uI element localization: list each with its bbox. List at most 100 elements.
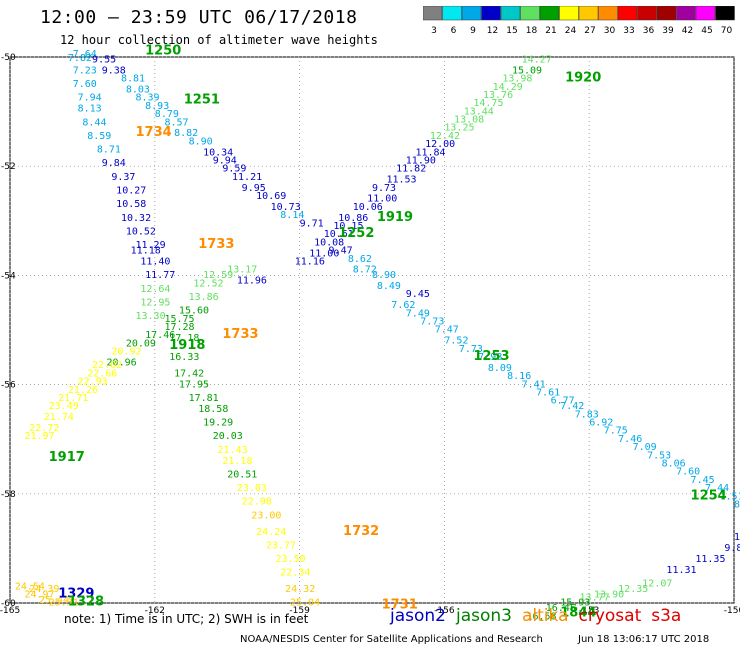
- pass-time-label: 1252: [338, 226, 374, 241]
- wave-height-value: 8.44: [82, 117, 106, 128]
- map-title: 12:00 – 23:59 UTC 06/17/2018: [40, 7, 358, 28]
- wave-height-value: 11.82: [396, 164, 426, 175]
- wave-height-value: 23.77: [266, 540, 296, 551]
- wave-height-value: 13.44: [464, 106, 494, 117]
- lon-tick-label: -153: [579, 606, 599, 616]
- wave-height-value: 13.17: [227, 265, 257, 276]
- pass-time-label: 1329: [58, 587, 94, 602]
- pass-time-label: 1328: [68, 595, 104, 610]
- wave-height-value: 7.61: [536, 388, 560, 399]
- wave-height-value: 7.83: [575, 409, 599, 420]
- scale-label: 18: [526, 26, 538, 36]
- wave-height-value: 22.34: [280, 568, 310, 579]
- wave-height-value: 15.93: [560, 598, 590, 609]
- wave-height-value: 18.58: [198, 404, 228, 415]
- wave-height-value: 7.45: [691, 475, 715, 486]
- pass-time-label: 1918: [169, 338, 205, 353]
- wave-height-value: 22.72: [29, 423, 59, 434]
- wave-height-value: 8.06: [662, 459, 686, 470]
- wave-height-value: 13.30: [135, 311, 165, 322]
- wave-height-value: 19.29: [203, 418, 233, 429]
- wave-height-value: 21.97: [24, 431, 54, 442]
- scale-label: 21: [545, 26, 556, 36]
- pass-time-label: 1251: [184, 92, 220, 107]
- lat-tick-label: -60: [1, 599, 16, 609]
- wave-height-value: 7.73: [459, 344, 483, 355]
- wave-height-value: 12.95: [140, 297, 170, 308]
- scale-label: 30: [604, 26, 616, 36]
- wave-height-value: 11.96: [237, 276, 267, 287]
- wave-height-value: 9.73: [372, 183, 396, 194]
- wave-height-value: 8.62: [348, 254, 372, 265]
- wave-height-value: 17.42: [174, 368, 204, 379]
- wave-height-value: 14.27: [522, 54, 552, 65]
- pass-time-label: 1734: [135, 125, 171, 140]
- lon-tick-label: -159: [289, 606, 310, 616]
- wave-height-value: 21.26: [68, 385, 98, 396]
- wave-height-value: 17.18: [169, 333, 199, 344]
- wave-height-value: 24.97: [24, 590, 54, 601]
- wave-height-value: 17.28: [164, 322, 194, 333]
- pass-time-label: 1920: [565, 71, 601, 86]
- scale-label: 42: [682, 26, 693, 36]
- lat-tick-label: -58: [1, 490, 16, 500]
- wave-height-value: 11.21: [232, 172, 262, 183]
- wave-height-value: 7.49: [406, 308, 430, 319]
- pass-time-label: 1917: [49, 450, 85, 465]
- wave-height-value: 10.73: [271, 202, 301, 213]
- wave-height-value: 7.60: [676, 467, 700, 478]
- pass-time-label: 1733: [222, 327, 258, 342]
- wave-height-value: 8.72: [353, 265, 377, 276]
- wave-height-value: 11.00: [309, 248, 339, 259]
- pass-time-label: 1254: [691, 488, 727, 503]
- wave-height-value: 12.52: [193, 278, 223, 289]
- wave-height-value: 11.31: [666, 565, 696, 576]
- satellite-jason2: jason2: [390, 606, 446, 626]
- scale-swatch: [676, 6, 696, 21]
- wave-height-value: 17.95: [179, 379, 209, 390]
- map-grid: [9, 56, 735, 604]
- lon-tick-label: -165: [0, 606, 20, 616]
- scale-swatch: [442, 6, 462, 21]
- wave-height-value: 23.49: [49, 401, 79, 412]
- wave-height-value: 17.81: [189, 393, 219, 404]
- wave-height-value: 24.24: [256, 527, 286, 538]
- wave-height-value: 8.14: [280, 210, 304, 221]
- scale-label: 6: [451, 26, 457, 36]
- wave-height-value: 8.90: [372, 270, 396, 281]
- wave-height-value: 8.93: [145, 101, 169, 112]
- pass-time-label: 1731: [382, 597, 418, 612]
- wave-height-value: 13.98: [502, 74, 532, 85]
- wave-height-value: 6.92: [589, 418, 613, 429]
- wave-height-value: 23.50: [275, 554, 305, 565]
- wave-height-value: 23.03: [237, 483, 267, 494]
- wave-height-readings: 7.649.557.827.23 9.388.81 7.60 8.03 7.94 8.39…: [15, 49, 740, 622]
- wave-height-value: 9.59: [222, 164, 246, 175]
- pass-time-label: 1732: [343, 524, 379, 539]
- wave-height-value: 11.00: [367, 194, 397, 205]
- wave-height-value: 7.73: [420, 317, 444, 328]
- wave-height-value: 22.93: [78, 377, 108, 388]
- wave-height-value: 9.95: [242, 183, 266, 194]
- wave-height-value: 7.53: [647, 450, 671, 461]
- wave-height-value: 12.64: [140, 284, 170, 295]
- wave-height-value: 9.47: [329, 246, 353, 257]
- wave-height-value: 7.42: [560, 401, 584, 412]
- wave-height-value: 11.84: [415, 147, 445, 158]
- wave-height-value: 7.46: [618, 434, 642, 445]
- units-note: note: 1) Time is in UTC; 2) SWH is in fe…: [64, 612, 309, 626]
- wave-height-value: 9.45: [406, 289, 430, 300]
- pass-time-label: 1250: [145, 43, 181, 58]
- wave-height-value: 11.40: [140, 256, 170, 267]
- wave-height-value: 21.18: [222, 456, 252, 467]
- wave-height-value: 8.57: [164, 117, 188, 128]
- wave-height-value: 15.09: [512, 65, 542, 76]
- wave-height-value: 25.44: [39, 595, 69, 606]
- wave-height-value: 13.76: [483, 90, 513, 101]
- pass-time-label: 1253: [473, 349, 509, 364]
- scale-label: 70: [721, 26, 733, 36]
- satellite-legend: jason2 jason3 altika cryosat s3a: [390, 606, 691, 626]
- wave-height-value: 13.25: [444, 123, 474, 134]
